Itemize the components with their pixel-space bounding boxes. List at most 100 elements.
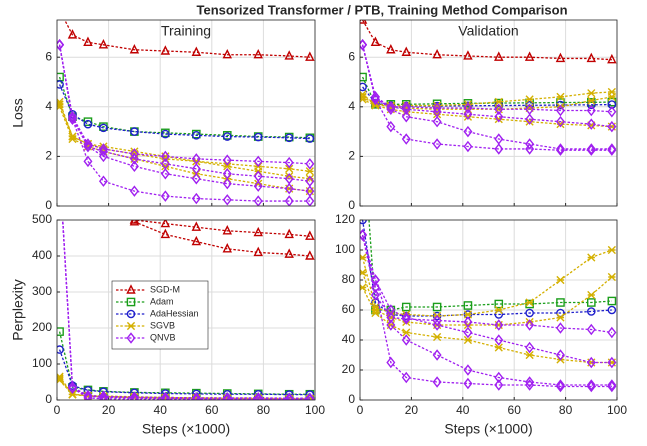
marker [83,138,93,150]
series-line [361,44,612,150]
marker [463,377,473,390]
marker [401,371,411,384]
marker [98,150,108,163]
marker [556,100,565,110]
marker [98,39,109,49]
marker [83,140,93,153]
axes-box [359,19,618,207]
axes-box [359,219,618,401]
marker [222,48,233,59]
marker [494,299,504,309]
marker [253,393,263,400]
marker [494,143,504,155]
marker [222,225,233,235]
marker [386,311,396,324]
legend-label: AdaHessian [150,308,199,318]
marker [386,120,396,133]
y-axis-label: Loss [10,98,26,128]
marker [401,133,411,145]
marker [305,250,315,260]
y-tick-label: 0 [45,392,52,406]
marker [98,391,108,400]
series-line [361,234,612,364]
marker [99,123,108,133]
marker [587,253,596,262]
marker [586,143,596,155]
marker [587,298,596,307]
x-tick-label: 60 [508,403,522,417]
series-layer [360,220,617,393]
marker [607,143,617,155]
marker [555,52,566,63]
marker [494,319,504,331]
marker [607,380,617,393]
marker [401,110,411,123]
legend-label: QNVB [150,332,176,342]
marker [253,48,263,59]
marker [222,194,232,206]
y-tick-label: 2 [348,149,355,163]
marker [386,319,396,331]
marker [284,133,294,143]
marker [401,46,411,56]
marker [432,314,442,327]
marker [607,305,617,315]
marker [525,138,535,150]
y-tick-label: 6 [45,49,52,63]
marker [587,96,596,105]
marker [191,163,201,175]
marker [607,120,617,133]
marker [607,92,616,101]
marker [253,180,263,192]
x-tick-label: 100 [607,403,627,417]
marker [463,326,473,339]
marker [191,221,202,231]
marker [253,132,263,142]
y-tick-label: 300 [32,284,52,298]
y-tick-label: 400 [32,248,52,262]
y-tick-label: 80 [342,272,356,286]
marker [284,156,294,169]
marker [222,177,232,190]
marker [556,92,565,101]
series-layer [360,20,617,156]
marker [607,245,616,255]
marker [463,108,473,120]
marker [432,48,442,59]
marker [126,321,136,331]
marker [191,46,202,56]
legend-label: Adam [150,296,174,306]
marker [305,175,315,187]
y-tick-label: 100 [32,356,52,370]
marker [463,301,473,310]
marker [555,380,565,393]
marker [386,356,396,369]
marker [494,110,504,123]
y-tick-label: 60 [342,302,356,316]
x-tick-label: 80 [257,403,271,417]
marker [129,391,139,400]
marker [129,160,139,173]
marker [433,332,442,342]
marker [494,343,503,352]
series-line [361,287,612,364]
x-tick-label: 40 [456,403,470,417]
marker [607,53,617,64]
marker [370,36,381,47]
series-line [361,234,612,388]
marker [586,144,596,156]
panel-title: Training [161,23,211,39]
marker [463,310,473,319]
marker [284,182,294,195]
x-axis-label: Steps (×1000) [444,421,532,437]
marker [83,390,93,400]
marker [305,393,315,400]
marker [463,50,473,60]
marker [160,190,170,202]
marker [432,138,442,150]
marker [386,304,396,316]
series-line [361,44,612,128]
marker [525,341,535,354]
marker [607,144,617,156]
series-layer [57,220,315,400]
